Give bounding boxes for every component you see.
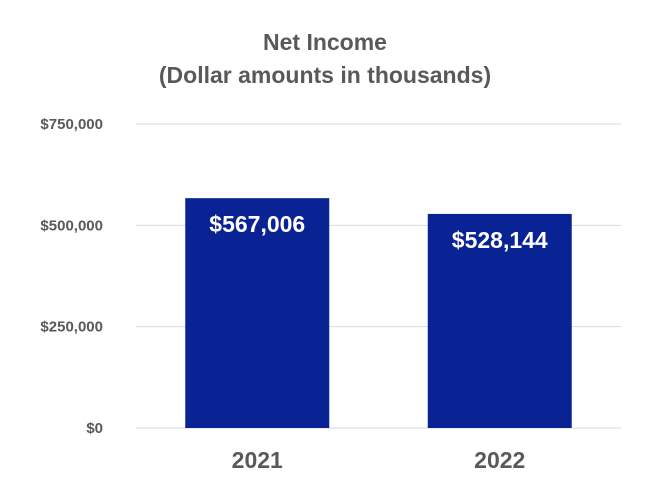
chart-subtitle: (Dollar amounts in thousands) bbox=[159, 62, 491, 88]
y-tick-label: $750,000 bbox=[40, 116, 103, 133]
x-tick-label-2021: 2021 bbox=[232, 447, 283, 473]
data-label-2021: $567,006 bbox=[209, 211, 305, 237]
y-tick-label: $500,000 bbox=[40, 217, 103, 234]
data-label-2022: $528,144 bbox=[452, 227, 548, 253]
bar-2022 bbox=[427, 213, 572, 428]
chart-title: Net Income bbox=[263, 29, 387, 55]
y-tick-label: $250,000 bbox=[40, 319, 103, 336]
x-axis-tick-labels: 2021 2022 bbox=[232, 447, 526, 473]
y-tick-label: $0 bbox=[86, 420, 103, 437]
y-axis-tick-labels: $0 $250,000 $500,000 $750,000 bbox=[40, 116, 103, 437]
bars bbox=[185, 198, 572, 428]
bar-2021 bbox=[185, 198, 330, 428]
data-labels: $567,006 $528,144 bbox=[209, 211, 548, 253]
x-tick-label-2022: 2022 bbox=[474, 447, 525, 473]
